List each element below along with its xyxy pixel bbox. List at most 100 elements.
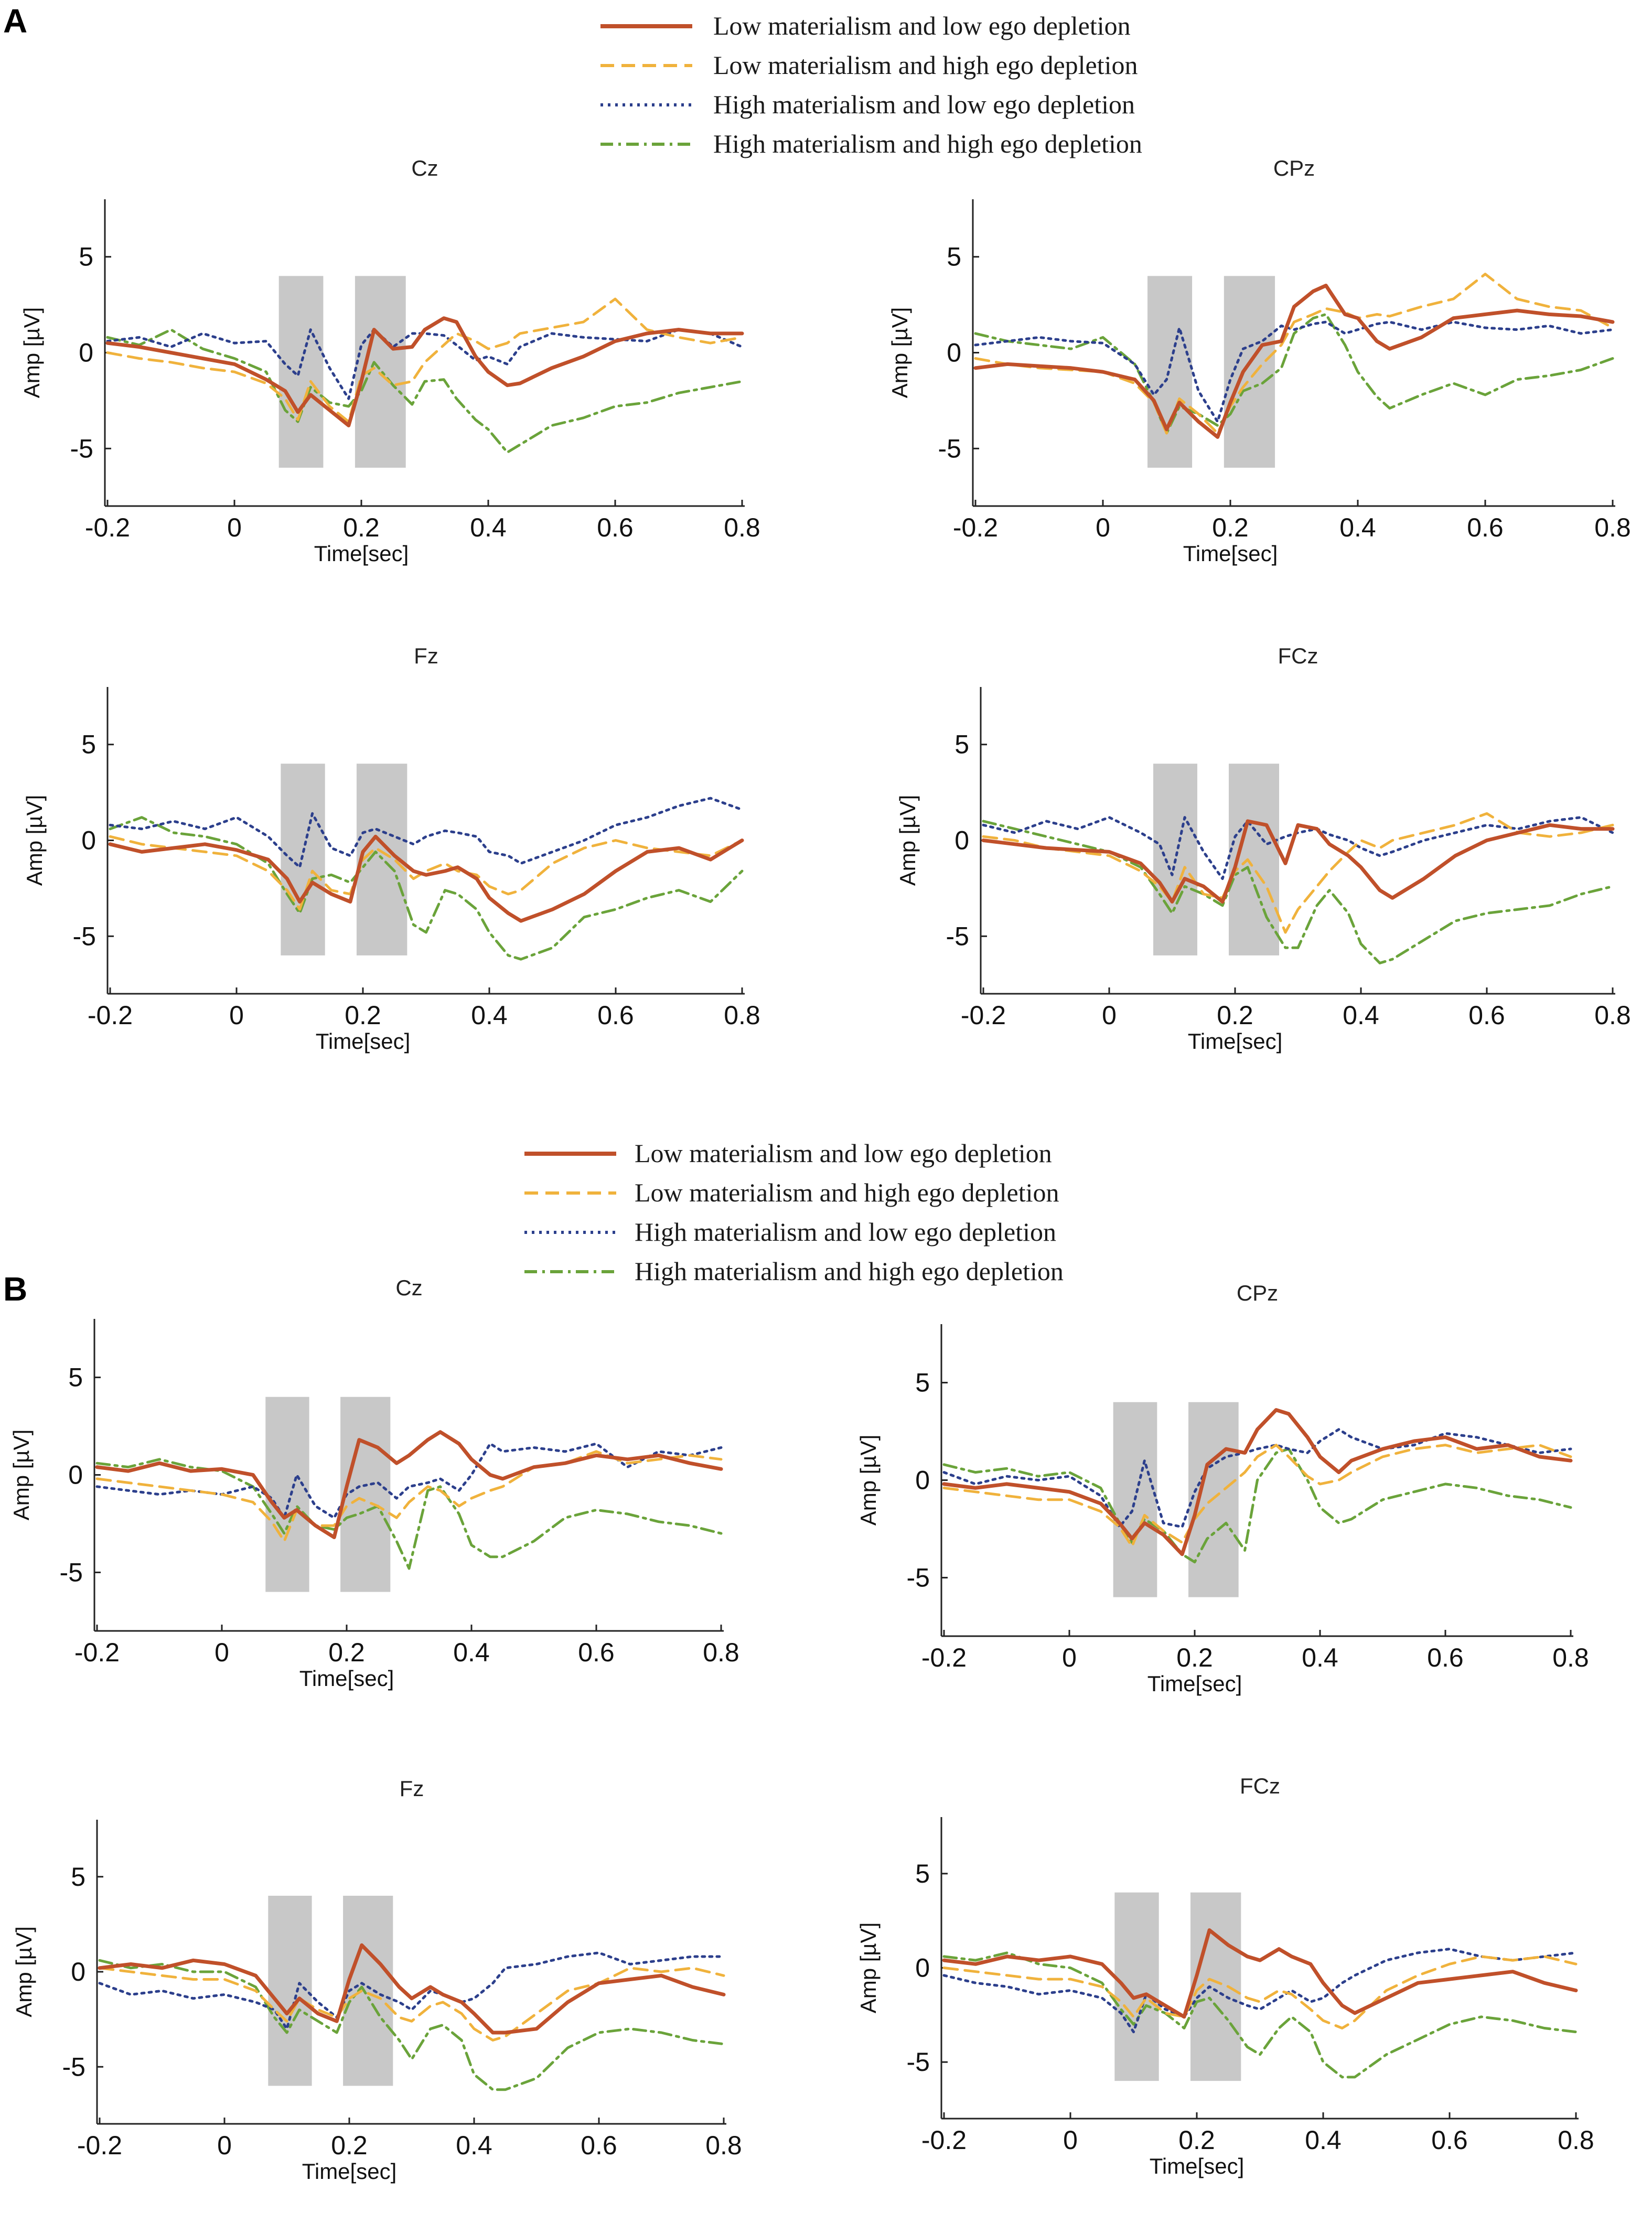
y-tick-label: -5 [70,434,93,463]
x-tick-label: 0.2 [331,2131,368,2160]
x-tick-label: 0.2 [328,1638,365,1667]
y-axis-label: Amp [µV] [895,795,920,886]
y-axis-label: Amp [µV] [887,307,912,399]
x-tick-label: 0 [1062,1643,1077,1672]
series-line [109,797,744,869]
y-tick-label: 0 [954,826,969,855]
x-tick-label: 0.8 [1558,2125,1594,2155]
analysis-window [1224,276,1275,468]
x-axis-label: Time[sec] [316,1029,410,1054]
y-tick-label: 5 [81,730,96,759]
x-tick-label: 0.2 [345,1001,381,1030]
x-tick-label: 0.6 [597,1001,634,1030]
x-tick-label: 0.6 [1468,1001,1505,1030]
x-axis-label: Time[sec] [299,1666,394,1691]
chart-title: Cz [411,156,438,180]
x-tick-label: 0 [227,513,242,542]
x-tick-label: 0.8 [703,1638,739,1667]
legend-label: Low materialism and high ego depletion [635,1178,1059,1207]
chart-title: CPz [1237,1281,1278,1305]
x-tick-label: 0.4 [1302,1643,1338,1672]
series-line [942,1428,1572,1529]
x-tick-label: -0.2 [921,1643,967,1672]
x-axis-label: Time[sec] [302,2159,396,2184]
x-tick-label: 0.6 [597,513,634,542]
chart-title: Fz [400,1776,424,1801]
y-axis-label: Amp [µV] [12,1926,36,2017]
series-line [942,1951,1578,2079]
panel-label-b: B [3,1270,27,1308]
x-tick-label: 0.8 [724,1001,760,1030]
x-tick-label: 0.8 [705,2131,742,2160]
series-line [98,1967,725,2042]
legend-label: Low materialism and low ego depletion [635,1138,1052,1168]
x-axis-label: Time[sec] [1147,1671,1242,1696]
series-line [973,284,1615,439]
analysis-window [1114,1892,1159,2081]
y-tick-label: -5 [938,434,961,463]
chart-title: CPz [1273,156,1315,180]
x-tick-label: -0.2 [953,513,998,542]
x-tick-label: 0.2 [1217,1001,1253,1030]
y-tick-label: -5 [907,1563,930,1592]
chart-a-fz: Fz -0.2 0 0.2 0.4 0.6 0.8 5 0 -5 Time[sec] Amp [µV] [22,643,760,1054]
y-axis-label: Amp [µV] [856,1922,881,2014]
x-tick-label: 0.6 [1431,2125,1468,2155]
x-axis-label: Time[sec] [1150,2154,1244,2178]
series-line [974,313,1614,435]
x-tick-label: 0.8 [724,513,760,542]
series-line [95,1458,723,1570]
x-axis-label: Time[sec] [1183,541,1278,566]
y-tick-label: 0 [81,826,96,855]
analysis-window [268,1896,312,2086]
y-tick-label: 5 [915,1859,930,1888]
analysis-window [281,764,325,955]
series-line [974,320,1614,423]
series-line [98,1943,726,2035]
series-line [108,834,744,923]
panel-label-a: A [3,2,27,40]
x-tick-label: -0.2 [961,1001,1006,1030]
x-tick-label: 0 [1102,1001,1117,1030]
series-line [105,316,744,427]
x-tick-label: 0.4 [456,2131,492,2160]
x-tick-label: 0.4 [1339,513,1376,542]
y-tick-label: 5 [71,1862,85,1892]
analysis-window [1147,276,1193,468]
series-line [109,835,744,911]
chart-a-fcz: FCz -0.2 0 0.2 0.4 0.6 0.8 5 0 -5 Time[sec] Amp [µV… [895,643,1631,1054]
x-tick-label: 0 [217,2131,232,2160]
y-tick-label: 0 [915,1953,930,1983]
legend-label: Low materialism and high ego depletion [713,50,1138,80]
x-tick-label: -0.2 [85,513,130,542]
x-tick-label: -0.2 [88,1001,133,1030]
series-line [106,328,744,454]
chart-b-fcz: FCz -0.2 0 0.2 0.4 0.6 0.8 5 0 -5 Time[sec] Amp [µV… [856,1774,1594,2178]
x-tick-label: 0.4 [1305,2125,1342,2155]
series-line [982,816,1614,880]
series-line [942,1444,1572,1548]
x-tick-label: -0.2 [77,2131,122,2160]
legend-label: High materialism and low ego depletion [635,1217,1056,1247]
y-axis-label: Amp [µV] [22,795,47,886]
chart-title: Cz [395,1275,422,1300]
legend-label: High materialism and low ego depletion [713,90,1135,119]
x-tick-label: 0.2 [1176,1643,1213,1672]
analysis-window [265,1396,309,1592]
chart-title: FCz [1278,643,1318,668]
x-axis-label: Time[sec] [1188,1029,1282,1054]
analysis-window [340,1396,391,1592]
y-tick-label: -5 [907,2047,930,2077]
x-tick-label: 0.8 [1594,1001,1631,1030]
series-line [95,1430,723,1539]
legend-label: High materialism and high ego depletion [635,1256,1064,1286]
y-tick-label: 0 [71,1957,85,1986]
series-line [109,816,744,961]
chart-a-cpz: CPz -0.2 0 0.2 0.4 0.6 0.8 5 0 -5 Time[sec] Amp [µV… [887,156,1631,566]
series-line [95,1450,723,1543]
y-tick-label: 0 [79,338,93,368]
series-line [942,1948,1578,2034]
series-line [981,819,1615,904]
x-tick-label: 0.4 [453,1638,490,1667]
